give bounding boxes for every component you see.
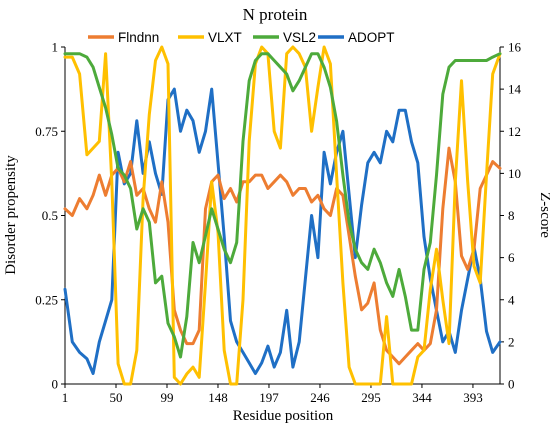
x-tick-label: 1 [62, 390, 69, 405]
y-tick-label: 0 [52, 377, 59, 392]
y-tick-label: 1 [52, 40, 59, 55]
x-tick-label: 148 [208, 390, 228, 405]
y2-tick-label: 4 [508, 292, 515, 307]
legend-label-vlxt: VLXT [208, 30, 242, 45]
y2-tick-label: 6 [508, 250, 515, 265]
x-tick-label: 246 [310, 390, 330, 405]
y-tick-label: 0.75 [35, 124, 58, 139]
series-line-vsl2 [63, 52, 502, 359]
x-tick-label: 295 [361, 390, 381, 405]
series-line-vlxt [63, 45, 502, 386]
x-tick-label: 197 [259, 390, 279, 405]
series-line-flndnn [63, 146, 502, 366]
x-tick-label: 393 [463, 390, 483, 405]
axes: 1 50 99 148 197 246 295 344 39300.250.50.7510246… [35, 40, 521, 406]
y2-tick-label: 2 [508, 334, 515, 349]
legend-label-adopt: ADOPT [348, 30, 395, 45]
y-axis-label: Disorder propensity [3, 155, 19, 275]
y2-tick-label: 14 [508, 82, 522, 97]
y-tick-label: 0.25 [35, 292, 58, 307]
x-tick-label: 344 [412, 390, 432, 405]
x-axis-label: Residue position [233, 408, 334, 424]
y2-axis-label: Z-score [537, 192, 550, 238]
y2-tick-label: 10 [508, 166, 521, 181]
y-tick-label: 0.5 [42, 208, 58, 223]
chart-title: N protein [243, 5, 308, 24]
legend: Flndnn VLXT VSL2 ADOPT [88, 30, 395, 45]
y2-tick-label: 16 [508, 40, 522, 55]
legend-label-flndnn: Flndnn [118, 30, 159, 45]
y2-tick-label: 0 [508, 377, 515, 392]
plot-area [63, 45, 502, 386]
x-tick-label: 99 [160, 390, 173, 405]
y2-tick-label: 8 [508, 208, 515, 223]
y2-tick-label: 12 [508, 124, 521, 139]
legend-label-vsl2: VSL2 [283, 30, 316, 45]
x-tick-label: 50 [109, 390, 122, 405]
